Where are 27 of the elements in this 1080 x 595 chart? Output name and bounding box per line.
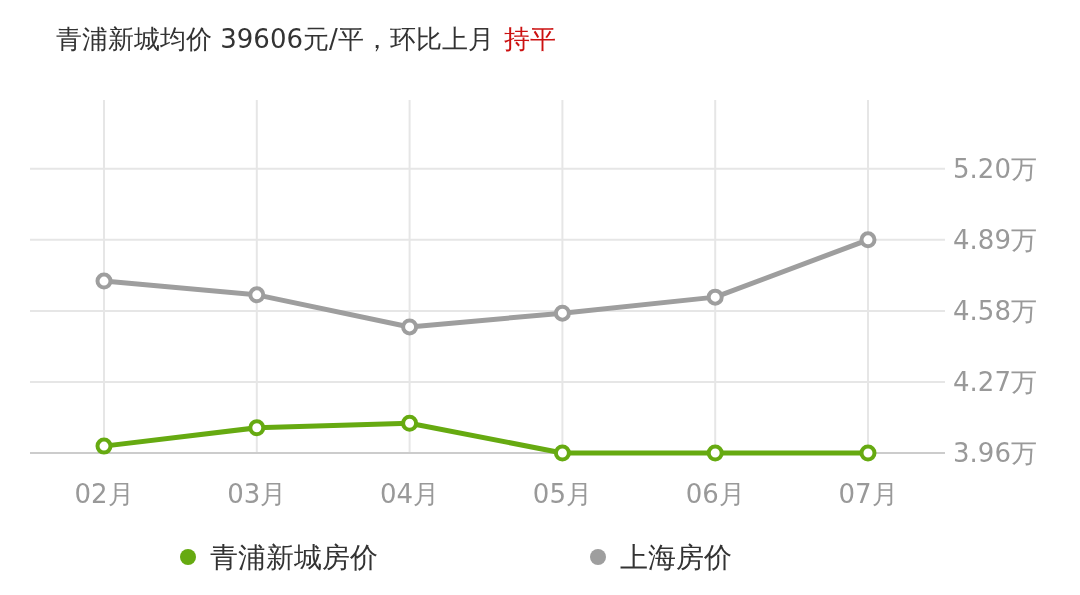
y-tick-label: 3.96万 bbox=[953, 438, 1037, 468]
point bbox=[248, 419, 266, 437]
legend-label: 上海房价 bbox=[620, 541, 732, 574]
text: 持平 bbox=[503, 24, 556, 54]
point bbox=[859, 231, 877, 249]
x-tick-label: 02月 bbox=[74, 479, 134, 509]
legend-label: 青浦新城房价 bbox=[210, 541, 378, 574]
point bbox=[95, 437, 113, 455]
point bbox=[95, 272, 113, 290]
x-tick-label: 04月 bbox=[380, 479, 440, 509]
y-tick-label: 4.58万 bbox=[953, 295, 1037, 326]
x-tick-label: 07月 bbox=[838, 479, 898, 509]
chart-title: 青浦新城均价 39606元/平，环比上月 bbox=[56, 24, 494, 54]
point bbox=[859, 444, 877, 462]
point bbox=[706, 288, 724, 306]
point bbox=[401, 318, 419, 336]
x-tick-label: 03月 bbox=[227, 479, 287, 509]
y-tick-label: 4.27万 bbox=[953, 366, 1037, 397]
x-tick-label: 05月 bbox=[532, 479, 592, 509]
y-tick-label: 5.20万 bbox=[953, 153, 1037, 184]
point bbox=[553, 304, 571, 322]
point bbox=[706, 444, 724, 462]
point bbox=[553, 444, 571, 462]
y-tick-label: 4.89万 bbox=[953, 224, 1037, 255]
x-tick-label: 06月 bbox=[685, 479, 745, 509]
point bbox=[248, 286, 266, 304]
point bbox=[401, 414, 419, 432]
